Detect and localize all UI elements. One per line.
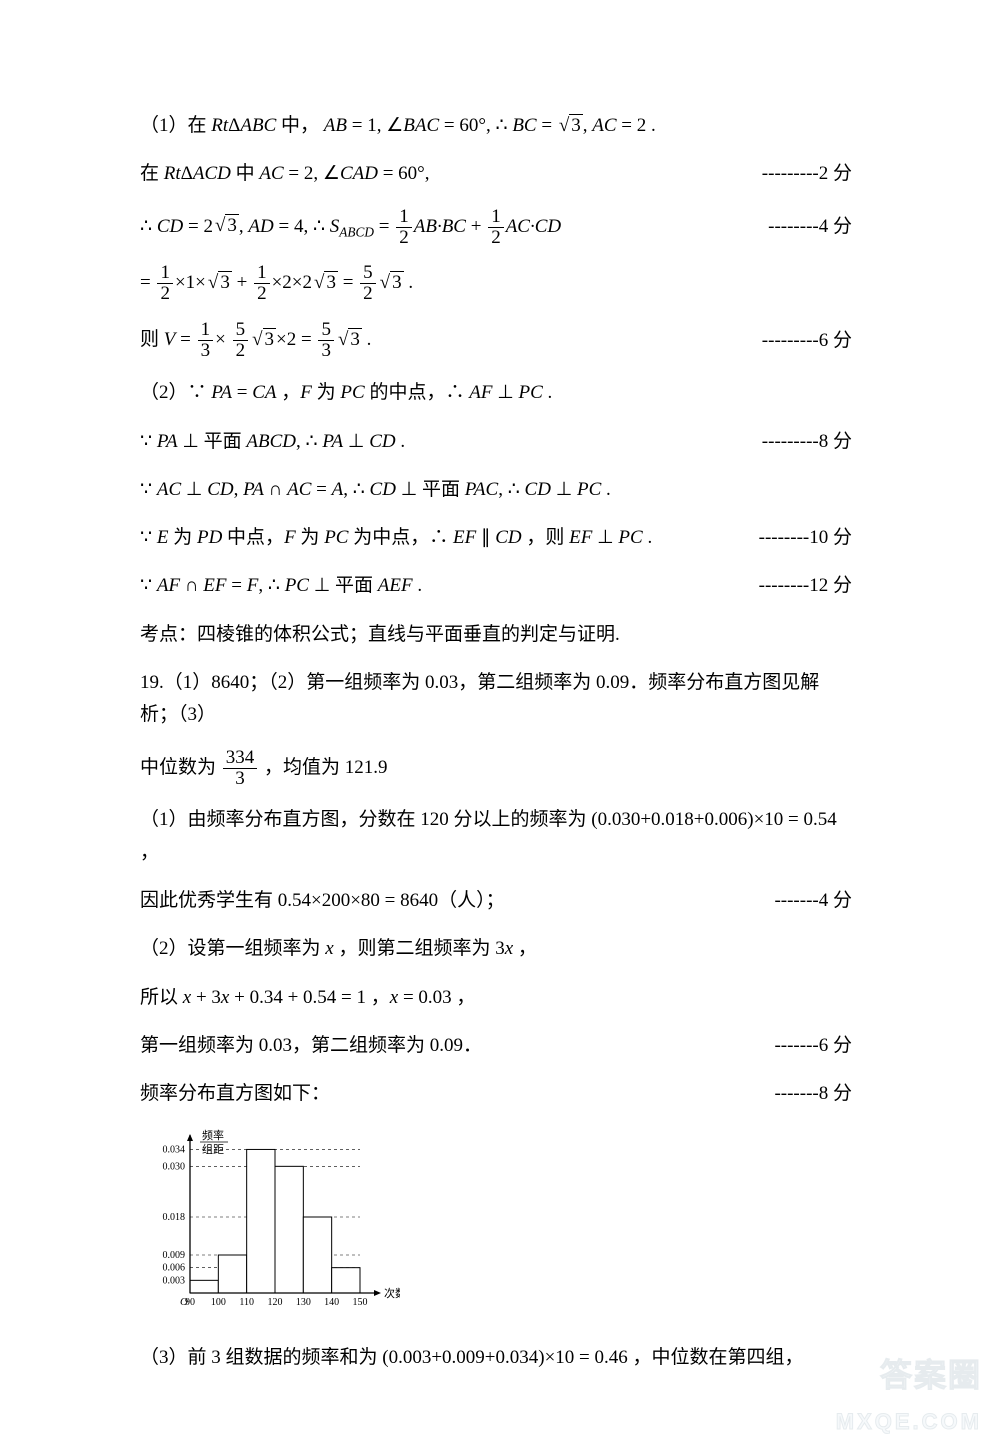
step-1-2: 在 RtΔACD 中 AC = 2, ∠CAD = 60°, ---------…	[140, 158, 852, 190]
score-10: --------10 分	[759, 522, 852, 554]
q19-step2-b: 所以 x + 3x + 0.34 + 0.54 = 1 ，x = 0.03 ，	[140, 982, 852, 1014]
score-2: ---------2 分	[762, 158, 852, 190]
svg-text:组距: 组距	[202, 1142, 224, 1156]
score-q19-4: -------4 分	[774, 885, 852, 917]
svg-text:频率: 频率	[202, 1128, 224, 1142]
score-4: --------4 分	[768, 211, 852, 243]
q19-summary-1: 19.（1）8640；（2）第一组频率为 0.03，第二组频率为 0.09．频率…	[140, 667, 852, 732]
q19-step2-a: （2）设第一组频率为 x ，则第二组频率为 3x ，	[140, 933, 852, 965]
svg-text:次数: 次数	[384, 1286, 400, 1300]
q19-step2-d: 频率分布直方图如下： -------8 分	[140, 1078, 852, 1110]
histogram: 0.0030.0060.0090.0180.0300.0349010011012…	[140, 1127, 852, 1324]
topic-note: 考点：四棱锥的体积公式；直线与平面垂直的判定与证明.	[140, 619, 852, 651]
histogram-svg: 0.0030.0060.0090.0180.0300.0349010011012…	[140, 1127, 400, 1317]
svg-text:0.030: 0.030	[163, 1161, 186, 1172]
watermark: 答案圈 MXQE.COM	[836, 1348, 982, 1440]
q19-step1-a: （1）由频率分布直方图，分数在 120 分以上的频率为 (0.030+0.018…	[140, 804, 852, 869]
step-1-5: 则 V = 13× 523×2 = 533 . ---------6 分	[140, 320, 852, 361]
svg-text:O: O	[180, 1296, 188, 1308]
svg-text:0.034: 0.034	[163, 1144, 186, 1155]
score-6: ---------6 分	[762, 325, 852, 357]
svg-text:120: 120	[268, 1297, 283, 1308]
svg-text:130: 130	[296, 1297, 311, 1308]
step-2-5: ∵ AF ∩ EF = F, ∴ PC ⊥ 平面 AEF . --------1…	[140, 570, 852, 602]
step-1-1: （1）在 RtΔABC 中， AB = 1, ∠BAC = 60°, ∴ BC …	[140, 110, 852, 142]
step-2-1: （2）∵ PA = CA ，F 为 PC 的中点，∴ AF ⊥ PC .	[140, 377, 852, 409]
svg-text:110: 110	[239, 1297, 254, 1308]
hist-intro: 频率分布直方图如下：	[140, 1078, 330, 1110]
svg-text:0.018: 0.018	[163, 1212, 186, 1223]
svg-text:0.003: 0.003	[163, 1275, 186, 1286]
score-12: --------12 分	[759, 570, 852, 602]
step-1-4: = 12×1×3 + 12×2×23 = 523 .	[140, 263, 852, 304]
svg-text:150: 150	[353, 1297, 368, 1308]
q19-step3: （3）前 3 组数据的频率和为 (0.003+0.009+0.034)×10 =…	[140, 1342, 852, 1374]
step-2-2: ∵ PA ⊥ 平面 ABCD, ∴ PA ⊥ CD . ---------8 分	[140, 426, 852, 458]
svg-text:100: 100	[211, 1297, 226, 1308]
svg-text:0.006: 0.006	[163, 1262, 186, 1273]
q19-step2-c: 第一组频率为 0.03，第二组频率为 0.09． -------6 分	[140, 1030, 852, 1062]
step-1-3: ∴ CD = 23, AD = 4, ∴ SABCD = 12AB·BC + 1…	[140, 207, 852, 248]
svg-text:140: 140	[324, 1297, 339, 1308]
q19-step1-b: 因此优秀学生有 0.54×200×80 = 8640（人）； -------4 …	[140, 885, 852, 917]
step-2-4: ∵ E 为 PD 中点，F 为 PC 为中点，∴ EF ∥ CD ，则 EF ⊥…	[140, 522, 852, 554]
score-q19-8: -------8 分	[774, 1078, 852, 1110]
svg-text:0.009: 0.009	[163, 1250, 186, 1261]
score-q19-6: -------6 分	[774, 1030, 852, 1062]
step-2-3: ∵ AC ⊥ CD, PA ∩ AC = A, ∴ CD ⊥ 平面 PAC, ∴…	[140, 474, 852, 506]
page: （1）在 RtΔABC 中， AB = 1, ∠BAC = 60°, ∴ BC …	[0, 0, 992, 1450]
q19-summary-2: 中位数为 3343 ，均值为 121.9	[140, 748, 852, 789]
score-8: ---------8 分	[762, 426, 852, 458]
watermark-bot: MXQE.COM	[836, 1403, 982, 1440]
watermark-top: 答案圈	[836, 1348, 982, 1402]
